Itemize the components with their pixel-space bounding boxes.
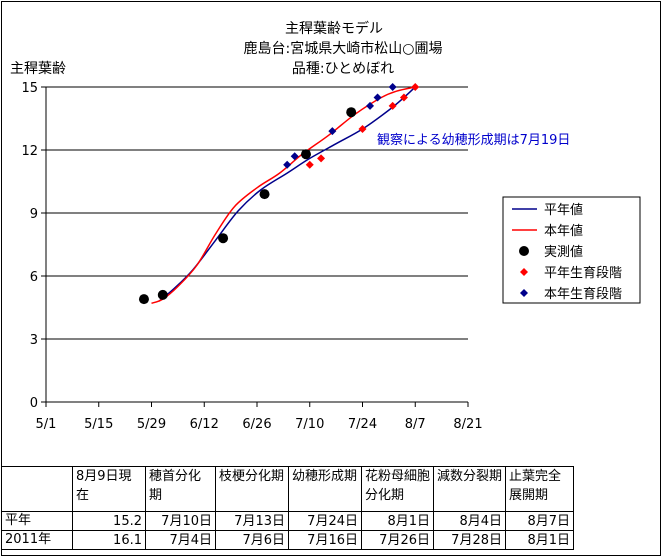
legend-label-2: 実測値 <box>544 244 583 260</box>
series-3-point-5 <box>411 83 420 91</box>
stage-table-cell-1-1: 16.1 <box>72 530 146 550</box>
series-2-point-1 <box>157 289 168 300</box>
stage-table-cell-0-0: 平年 <box>1 511 73 531</box>
gridlines <box>46 86 468 340</box>
y-tick-labels: 0 3 6 9 12 15 <box>21 81 46 411</box>
stage-table-cell-1-2: 7月4日 <box>145 530 216 550</box>
series-2-point-2 <box>218 233 229 244</box>
stage-table-header-6: 減数分裂期 <box>433 466 506 512</box>
stage-table-cell-1-3: 7月6日 <box>215 530 289 550</box>
series-4-point-5 <box>388 83 397 91</box>
stage-table-row-1: 2011年 16.1 7月4日 7月6日 7月16日 7月26日 7月28日 8月1日 <box>1 530 574 550</box>
stage-table-cell-1-4: 7月16日 <box>288 530 362 550</box>
x-tick-label-3: 6/12 <box>190 417 219 432</box>
stage-table-cell-0-4: 7月24日 <box>288 511 362 531</box>
growth-stage-table: 8月9日現在 穂首分化期 枝梗分化期 幼穂形成期 花粉母細胞分化期 減数分裂期 止葉完全展開… <box>1 466 574 550</box>
stage-table-header-1: 8月9日現在 <box>72 466 146 512</box>
stage-table-header-0 <box>1 466 73 512</box>
series-3-point-0 <box>305 160 314 169</box>
series-4-point-4 <box>373 93 382 102</box>
legend-swatch-4 <box>520 289 528 297</box>
x-tick-label-6: 7/24 <box>348 417 377 432</box>
legend-swatch-2 <box>519 246 529 256</box>
stage-table-cell-0-3: 7月13日 <box>215 511 289 531</box>
series-2 <box>138 107 357 305</box>
series-4-point-1 <box>290 152 299 161</box>
x-tick-label-7: 8/7 <box>405 417 426 432</box>
x-tick-label-5: 7/10 <box>295 417 324 432</box>
stage-table-header-5: 花粉母細胞分化期 <box>361 466 434 512</box>
stage-table-cell-1-0: 2011年 <box>1 530 73 550</box>
y-tick-label-3: 9 <box>30 207 38 222</box>
series-4-point-2 <box>328 127 337 136</box>
series-layer <box>138 83 420 305</box>
stage-table-cell-1-6: 7月28日 <box>433 530 506 550</box>
stage-table-header-7: 止葉完全展開期 <box>505 466 574 512</box>
series-2-point-3 <box>259 189 270 200</box>
stage-table-cell-0-6: 8月4日 <box>433 511 506 531</box>
stage-table-cell-0-1: 15.2 <box>72 511 146 531</box>
stage-table-cell-0-5: 8月1日 <box>361 511 434 531</box>
series-2-point-4 <box>300 149 311 160</box>
chart-title-line-1: 主稈葉齢モデル <box>285 20 383 37</box>
chart-title: 主稈葉齢モデル 鹿島台:宮城県大崎市松山○圃場 品種:ひとめぼれ <box>244 20 443 77</box>
stage-table-cell-1-5: 7月26日 <box>361 530 434 550</box>
stage-table-header-4: 幼穂形成期 <box>288 466 362 512</box>
stage-table-header-3: 枝梗分化期 <box>215 466 289 512</box>
series-3-point-1 <box>317 154 326 163</box>
y-tick-label-5: 15 <box>21 81 38 96</box>
annotation-panicle-formation: 観察による幼穂形成期は7月19日 <box>377 133 570 148</box>
legend-label-4: 本年生育段階 <box>544 286 622 302</box>
x-tick-label-8: 8/21 <box>453 417 482 432</box>
y-tick-label-0: 0 <box>30 396 38 411</box>
series-2-point-5 <box>346 107 357 118</box>
stage-table-row-0: 平年 15.2 7月10日 7月13日 7月24日 8月1日 8月4日 8月7日 <box>1 511 574 531</box>
leaf-age-chart: 主稈葉齢モデル 鹿島台:宮城県大崎市松山○圃場 品種:ひとめぼれ 主稈葉齢 0 3… <box>10 20 641 432</box>
y-axis-label: 主稈葉齢 <box>10 61 66 77</box>
chart-title-line-2: 鹿島台:宮城県大崎市松山○圃場 <box>244 40 443 57</box>
x-tick-label-2: 5/29 <box>137 417 166 432</box>
series-0 <box>158 86 416 302</box>
series-2-point-0 <box>138 294 149 305</box>
series-3-point-2 <box>358 125 367 133</box>
x-tick-label-0: 5/1 <box>36 417 57 432</box>
series-3 <box>305 83 420 169</box>
legend-label-1: 本年値 <box>544 223 583 239</box>
y-tick-label-1: 3 <box>30 333 38 348</box>
series-line-0 <box>158 86 416 302</box>
stage-table-cell-0-2: 7月10日 <box>145 511 216 531</box>
stage-table-header-row: 8月9日現在 穂首分化期 枝梗分化期 幼穂形成期 花粉母細胞分化期 減数分裂期 止葉完全展開… <box>1 466 574 512</box>
stage-table-cell-0-7: 8月7日 <box>505 511 574 531</box>
chart-title-line-3: 品種:ひとめぼれ <box>292 61 394 77</box>
series-4 <box>283 83 397 169</box>
legend-swatch-3 <box>520 268 528 276</box>
stage-table-cell-1-7: 8月1日 <box>505 530 574 550</box>
y-tick-label-4: 12 <box>21 144 38 159</box>
x-tick-labels: 5/1 5/15 5/29 6/12 6/26 7/10 7/24 8/7 8/21 <box>36 402 483 432</box>
legend-label-3: 平年生育段階 <box>544 265 622 281</box>
legend-label-0: 平年値 <box>544 202 583 218</box>
y-tick-label-2: 6 <box>30 270 38 285</box>
series-4-point-0 <box>283 160 292 169</box>
series-3-point-3 <box>388 101 397 110</box>
x-tick-label-1: 5/15 <box>84 417 113 432</box>
stage-table-header-2: 穂首分化期 <box>145 466 216 512</box>
series-4-point-3 <box>366 101 375 110</box>
series-3-point-4 <box>399 93 408 102</box>
x-tick-label-4: 6/26 <box>242 417 271 432</box>
